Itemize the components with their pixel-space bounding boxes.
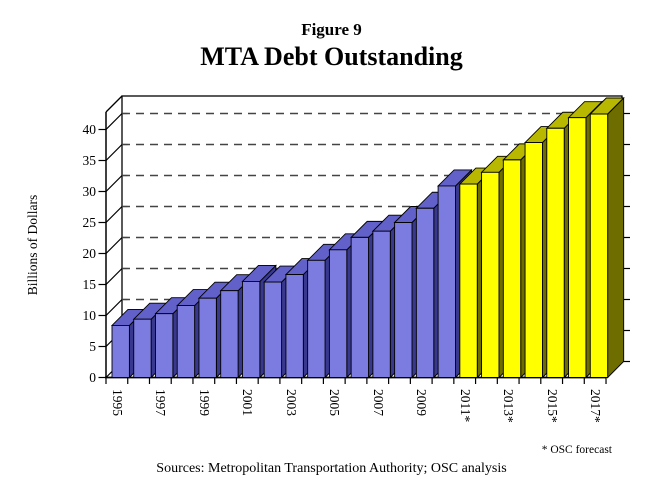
x-tick-label-2007: 2007: [370, 389, 386, 416]
bar-front-2002: [263, 281, 283, 378]
x-tick-label-2013: 2013*: [501, 389, 517, 423]
bar-front-1996: [133, 318, 152, 378]
bar-front-2003: [285, 274, 304, 378]
y-depth-slash-30: [105, 175, 123, 192]
x-tick-label-2003: 2003: [283, 389, 299, 416]
bar-side-2017: [607, 96, 625, 379]
y-depth-slash-10: [105, 299, 123, 316]
bar-front-2001: [241, 280, 261, 378]
x-tick-label-2001: 2001: [240, 389, 256, 416]
y-axis-title: Billions of Dollars: [25, 194, 40, 296]
y-tick-label-30: 30: [82, 184, 97, 199]
top-left-depth-edge: [105, 95, 123, 113]
bar-front-2017: [589, 113, 609, 378]
y-tick-label-25: 25: [82, 215, 97, 230]
bar-front-2004: [307, 259, 326, 378]
bar-2017: [589, 96, 625, 379]
x-tick-label-1999: 1999: [196, 389, 212, 416]
bar-front-1999: [198, 297, 217, 378]
y-tick-label-0: 0: [89, 370, 96, 385]
y-tick-label-20: 20: [82, 246, 97, 261]
bar-front-2008: [394, 222, 413, 378]
y-tick-label-35: 35: [82, 153, 97, 168]
x-tick-label-2017: 2017*: [588, 389, 604, 423]
x-tick-label-2011: 2011*: [457, 389, 473, 423]
bar-front-1995: [111, 324, 130, 378]
bar-front-2014: [524, 142, 543, 378]
x-tick-label-2005: 2005: [327, 389, 343, 416]
y-tick-label-10: 10: [82, 308, 97, 323]
bar-front-2011: [459, 183, 478, 378]
x-tick-label-1995: 1995: [109, 389, 125, 416]
bar-front-1997: [155, 313, 174, 378]
x-tick-label-2009: 2009: [414, 389, 430, 416]
y-depth-slash-40: [105, 113, 123, 130]
bar-front-2012: [481, 171, 500, 378]
y-depth-slash-20: [105, 237, 123, 254]
y-depth-slash-15: [105, 268, 123, 285]
bar-front-2013: [502, 159, 522, 378]
y-depth-slash-35: [105, 144, 123, 161]
bar-front-2009: [415, 207, 435, 378]
bar-front-2010: [437, 185, 456, 378]
y-tick-label-5: 5: [89, 339, 96, 354]
x-tick-label-2015: 2015*: [544, 389, 560, 423]
bar-front-2000: [220, 290, 239, 378]
chart-title: MTA Debt Outstanding: [200, 42, 463, 71]
bar-front-2016: [568, 117, 587, 378]
bar-front-2015: [546, 127, 565, 378]
y-tick-label-15: 15: [82, 277, 97, 292]
bar-front-2005: [328, 249, 348, 378]
figure-label: Figure 9: [301, 20, 362, 39]
y-depth-slash-25: [105, 206, 123, 223]
bar-front-1998: [176, 305, 196, 378]
forecast-footnote: * OSC forecast: [541, 444, 612, 456]
source-citation: Sources: Metropolitan Transportation Aut…: [156, 461, 507, 476]
y-tick-label-40: 40: [82, 122, 97, 137]
bar-front-2006: [350, 236, 369, 378]
bar-front-2007: [372, 230, 391, 378]
x-tick-label-1997: 1997: [153, 389, 169, 416]
